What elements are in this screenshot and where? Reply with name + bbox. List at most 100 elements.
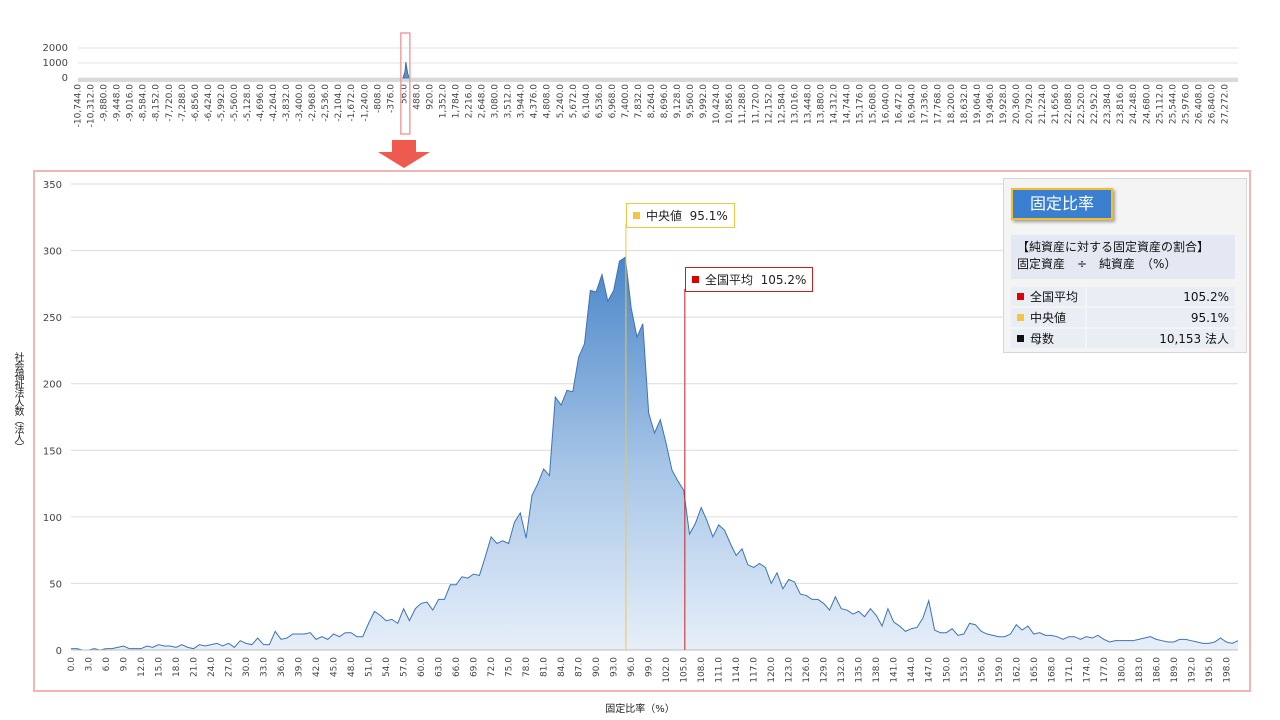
main-x-tick: 57.0 (400, 657, 410, 677)
overview-x-tick: 5,672.0 (569, 84, 579, 119)
median-label-value: 95.1% (689, 209, 728, 223)
overview-x-tick: 19,928.0 (999, 84, 1009, 124)
main-x-tick: 117.0 (750, 657, 760, 683)
overview-x-tick: 11,288.0 (738, 84, 748, 124)
main-x-tick: 9.0 (120, 657, 130, 672)
overview-x-tick: -6,424.0 (204, 84, 214, 122)
overview-x-tick: 19,496.0 (986, 84, 996, 124)
overview-x-tick: 25,112.0 (1155, 84, 1165, 124)
overview-x-tick: 15,608.0 (869, 84, 879, 124)
overview-x-tick: -7,288.0 (178, 84, 188, 122)
overview-x-tick: 22,520.0 (1077, 84, 1087, 124)
main-area-line (71, 256, 1239, 651)
main-x-tick: 12.0 (137, 657, 147, 677)
overview-x-tick: 9,992.0 (699, 84, 709, 119)
main-x-tick: 6.0 (102, 657, 112, 672)
info-stats-table: 全国平均 105.2% 中央値 95.1% 母数 10,153 法人 (1011, 287, 1235, 350)
main-x-tick: 114.0 (732, 657, 742, 683)
main-y-tick: 50 (49, 579, 62, 590)
main-x-tick: 147.0 (925, 657, 935, 683)
main-y-tick: 350 (43, 180, 62, 191)
overview-x-tick: 26,408.0 (1194, 84, 1204, 124)
median-square-icon (1017, 314, 1024, 321)
main-x-tick: 39.0 (295, 657, 305, 677)
main-x-tick: 156.0 (977, 657, 987, 683)
mean-legend-square (692, 276, 699, 283)
main-x-tick: 78.0 (522, 657, 532, 677)
overview-x-tick: 9,128.0 (673, 84, 683, 119)
median-marker-label: 中央値 95.1% (626, 203, 735, 228)
overview-x-tick: 16,040.0 (882, 84, 892, 124)
main-x-tick: 162.0 (1012, 657, 1022, 683)
info-value: 105.2% (1086, 287, 1235, 308)
main-x-tick: 81.0 (540, 657, 550, 677)
overview-x-tick: 6,968.0 (608, 84, 618, 119)
main-x-tick: 120.0 (767, 657, 777, 683)
overview-x-tick: 3,944.0 (517, 84, 527, 119)
main-x-tick: 54.0 (382, 657, 392, 677)
main-x-tick: 180.0 (1117, 657, 1127, 683)
info-value: 10,153 法人 (1086, 328, 1235, 350)
overview-x-tick: -4,264.0 (269, 84, 279, 122)
overview-x-tick: -2,536.0 (321, 84, 331, 122)
overview-x-tick: 27,272.0 (1220, 84, 1230, 124)
main-x-tick: 105.0 (680, 657, 690, 683)
overview-x-tick: -10,744.0 (74, 84, 84, 128)
overview-x-tick: 9,560.0 (686, 84, 696, 119)
overview-x-tick: -2,104.0 (334, 84, 344, 122)
main-x-tick: 60.0 (417, 657, 427, 677)
overview-y-tick: 0 (62, 73, 68, 84)
main-x-tick: 33.0 (260, 657, 270, 677)
overview-x-tick: 1,784.0 (451, 84, 461, 119)
main-x-tick: 132.0 (837, 657, 847, 683)
main-area-fill (71, 257, 1238, 650)
overview-x-tick: 4,808.0 (543, 84, 553, 119)
info-key: 全国平均 (1030, 290, 1079, 304)
overview-x-tick: 11,720.0 (751, 84, 761, 124)
count-square-icon (1017, 335, 1024, 342)
main-x-tick: 129.0 (820, 657, 830, 683)
main-x-tick: 18.0 (172, 657, 182, 677)
overview-x-tick: -5,128.0 (243, 84, 253, 122)
overview-x-tick: -6,856.0 (191, 84, 201, 122)
overview-x-tick: -8,584.0 (139, 84, 149, 122)
overview-x-tick: 17,768.0 (934, 84, 944, 124)
overview-x-tick: 56.0 (399, 84, 409, 104)
overview-x-tick: -9,880.0 (100, 84, 110, 122)
overview-y-tick: 2000 (43, 43, 68, 54)
main-x-tick: 126.0 (802, 657, 812, 683)
median-label-text: 中央値 (646, 209, 683, 223)
overview-x-axis-band (78, 78, 1238, 82)
overview-x-tick: 26,840.0 (1207, 84, 1217, 124)
info-panel: 固定比率 【純資産に対する固定資産の割合】 固定資産 ÷ 純資産 （%） 全国平… (1003, 178, 1247, 353)
main-x-tick: 27.0 (225, 657, 235, 677)
overview-x-tick: -4,696.0 (256, 84, 266, 122)
overview-x-tick: 13,448.0 (803, 84, 813, 124)
main-x-tick: 186.0 (1152, 657, 1162, 683)
main-x-tick: 123.0 (785, 657, 795, 683)
overview-x-tick: 2,216.0 (465, 84, 475, 119)
main-y-tick: 150 (43, 446, 62, 457)
x-axis-title: 固定比率（%） (605, 704, 675, 715)
main-y-tick: 100 (43, 513, 62, 524)
overview-x-tick: 6,104.0 (582, 84, 592, 119)
main-x-tick: 96.0 (627, 657, 637, 677)
info-panel-description: 【純資産に対する固定資産の割合】 固定資産 ÷ 純資産 （%） (1011, 235, 1235, 279)
main-x-tick: 0.0 (67, 657, 77, 672)
overview-x-tick: 7,832.0 (634, 84, 644, 119)
overview-histogram: 2000 1000 0 -10,744.0 -10,312.0 -9,880.0 -9,44… (43, 32, 1238, 135)
overview-x-tick: -7,720.0 (165, 84, 175, 122)
info-row-mean: 全国平均 105.2% (1011, 287, 1235, 308)
overview-x-tick: -3,400.0 (295, 84, 305, 122)
main-x-tick: 90.0 (592, 657, 602, 677)
overview-x-tick: 2,648.0 (478, 84, 488, 119)
overview-x-tick: -1,672.0 (347, 84, 357, 122)
main-x-tick: 63.0 (435, 657, 445, 677)
main-x-tick: 45.0 (330, 657, 340, 677)
main-x-tick: 48.0 (347, 657, 357, 677)
main-x-tick: 36.0 (277, 657, 287, 677)
main-x-tick: 111.0 (715, 657, 725, 683)
main-x-tick: 102.0 (662, 657, 672, 683)
overview-x-tick: 25,976.0 (1181, 84, 1191, 124)
